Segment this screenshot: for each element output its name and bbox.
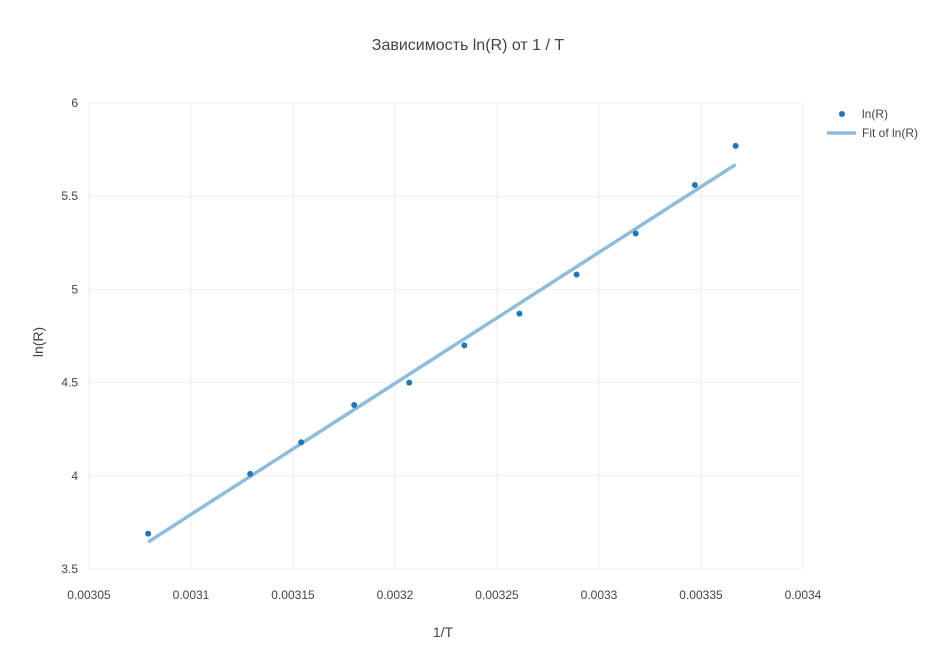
data-point bbox=[732, 142, 739, 149]
x-tick-label: 0.0034 bbox=[785, 588, 822, 602]
grid bbox=[88, 102, 804, 570]
y-tick-label: 4 bbox=[71, 469, 78, 483]
x-tick-label: 0.0033 bbox=[581, 588, 618, 602]
x-tick-label: 0.0032 bbox=[377, 588, 414, 602]
y-tick-label: 4.5 bbox=[61, 376, 78, 390]
y-tick-labels: 3.5 4 4.5 5 5.5 6 bbox=[61, 96, 78, 576]
plot-area bbox=[145, 142, 739, 544]
legend-marker-ln-r[interactable] bbox=[839, 111, 845, 117]
x-tick-label: 0.00305 bbox=[67, 588, 111, 602]
y-axis-label: ln(R) bbox=[30, 327, 46, 357]
x-tick-label: 0.00335 bbox=[679, 588, 723, 602]
data-point bbox=[247, 470, 254, 477]
legend: ln(R) Fit of ln(R) bbox=[827, 107, 918, 140]
data-point bbox=[351, 401, 358, 408]
data-point bbox=[406, 379, 413, 386]
data-point bbox=[145, 530, 152, 537]
x-axis-label: 1/T bbox=[433, 624, 454, 640]
y-tick-label: 5 bbox=[71, 282, 78, 296]
fit-line bbox=[147, 163, 737, 544]
data-point bbox=[298, 439, 305, 446]
y-tick-label: 3.5 bbox=[61, 562, 78, 576]
x-tick-label: 0.00315 bbox=[271, 588, 315, 602]
x-tick-label: 0.00325 bbox=[475, 588, 519, 602]
x-tick-label: 0.0031 bbox=[173, 588, 210, 602]
legend-label-ln-r: ln(R) bbox=[862, 107, 888, 121]
data-point bbox=[632, 230, 639, 237]
x-tick-labels: 0.00305 0.0031 0.00315 0.0032 0.00325 0.0033 0… bbox=[67, 588, 821, 602]
data-point bbox=[461, 342, 468, 349]
data-point bbox=[573, 271, 580, 278]
data-point bbox=[516, 310, 523, 317]
y-tick-label: 6 bbox=[71, 96, 78, 110]
chart-title: Зависимость ln(R) от 1 / T bbox=[372, 37, 565, 54]
legend-label-fit: Fit of ln(R) bbox=[862, 126, 918, 140]
data-point bbox=[691, 182, 698, 189]
y-tick-label: 5.5 bbox=[61, 189, 78, 203]
